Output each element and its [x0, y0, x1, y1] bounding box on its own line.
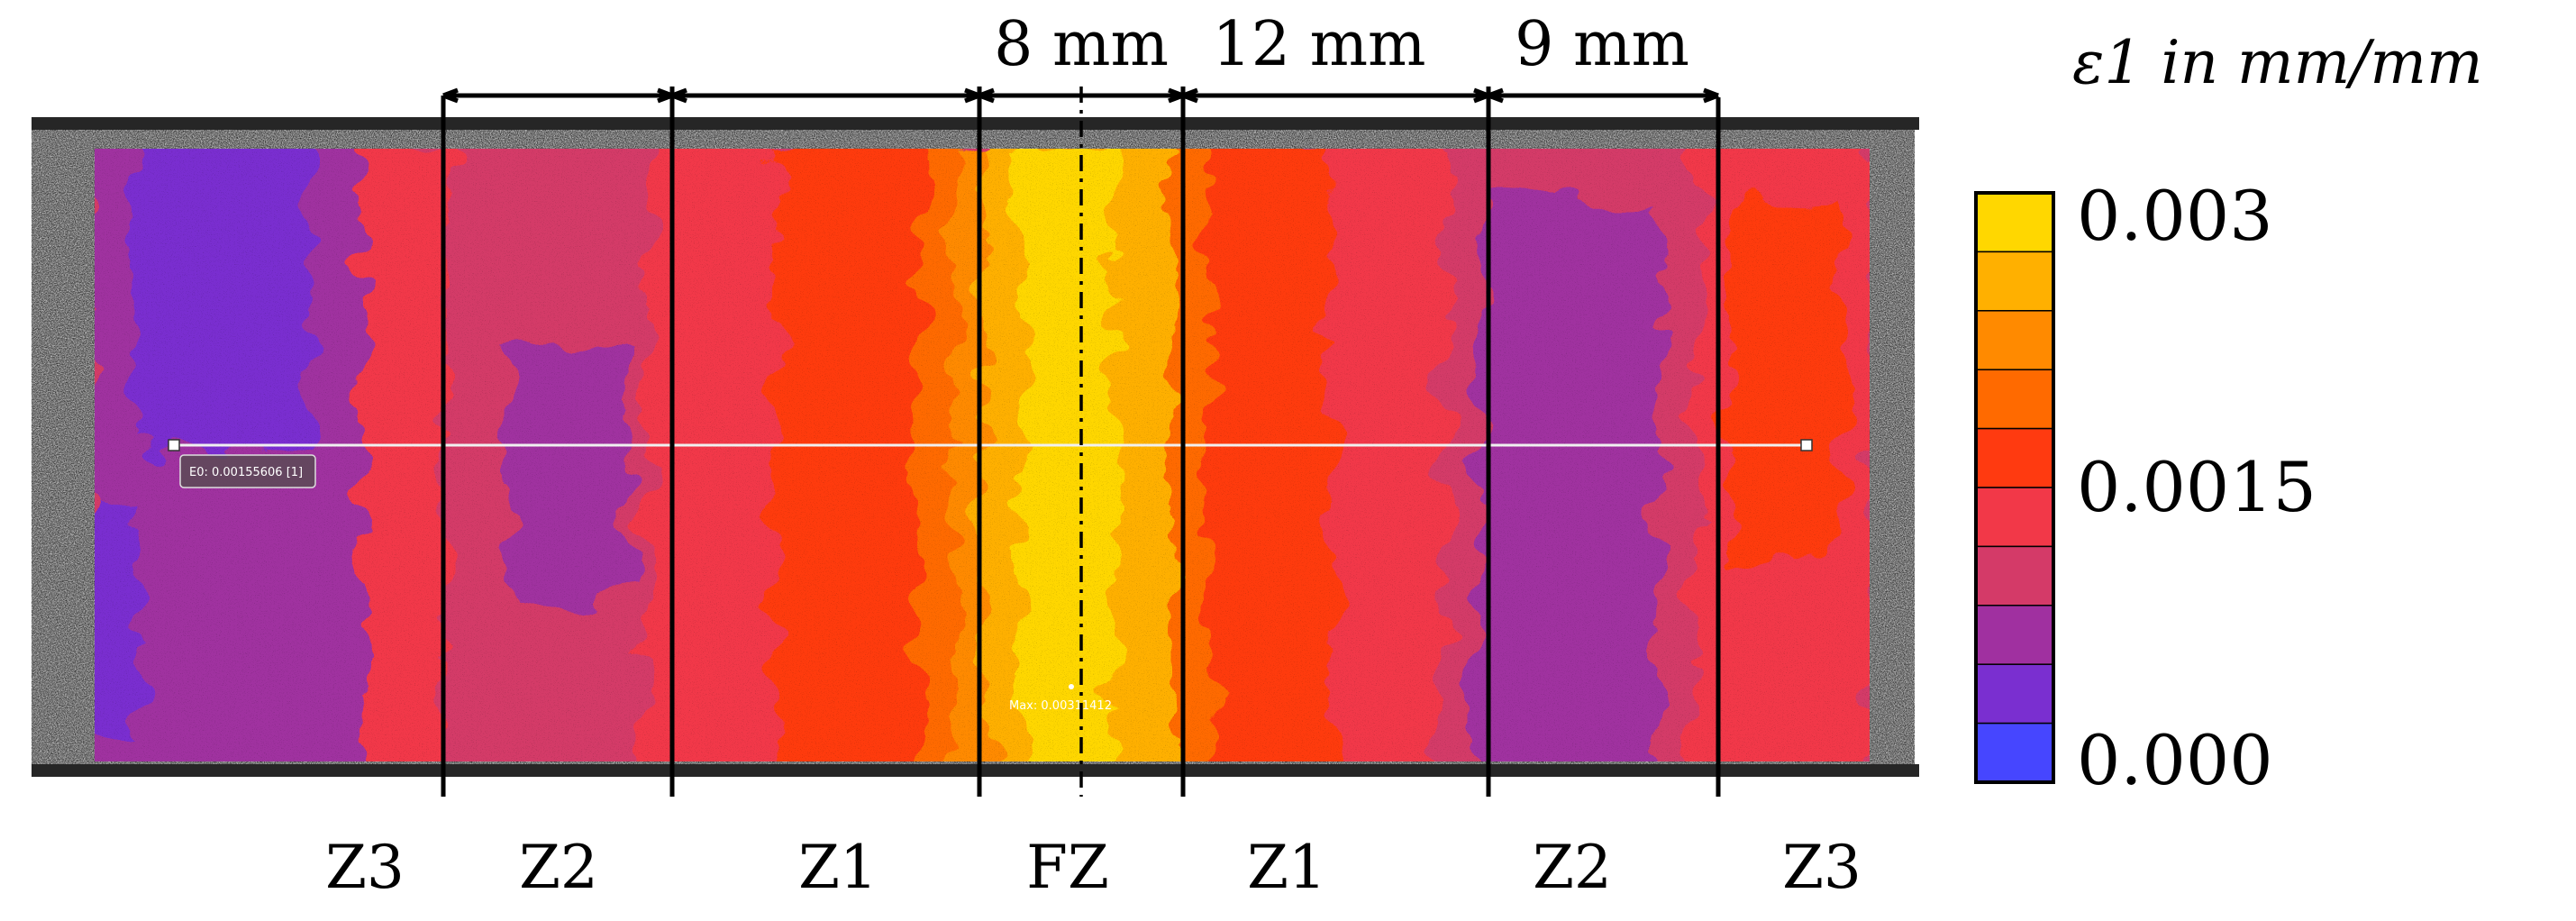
specimen-bottom-edge: [32, 764, 1919, 777]
colorbar-label-min: 0.000: [2077, 720, 2273, 800]
zone-label: Z3: [1782, 833, 1861, 902]
max-marker: [1069, 684, 1074, 689]
probe-value-box: [179, 454, 316, 488]
colorbar-swatch: [1975, 251, 2054, 312]
colorbar-swatch: [1975, 192, 2054, 253]
arrow-head: [442, 87, 459, 104]
probe-start-marker: [168, 439, 180, 451]
probe-value-label: E0: 0.00155606 [1]: [189, 466, 303, 479]
dimension-label-z1: 12 mm: [1212, 9, 1425, 80]
colorbar-title: ε1 in mm/mm: [2072, 28, 2483, 97]
dimension-bars: [441, 87, 1719, 110]
arrow-head: [1703, 87, 1719, 104]
probe-end-marker: [1800, 439, 1813, 451]
colorbar-frame: [1974, 191, 2055, 784]
strain-contour-overlay: [95, 149, 1870, 761]
zone-label: Z1: [798, 833, 878, 902]
zone-label: Z3: [325, 833, 405, 902]
dimension-label-fz: 8 mm: [994, 9, 1169, 80]
zone-label: Z2: [1533, 833, 1612, 902]
zone-labels: Z3 Z2 Z1 FZ Z1 Z2 Z3: [325, 833, 1861, 902]
zone-label: Z1: [1247, 833, 1326, 902]
specimen-top-edge: [32, 117, 1919, 130]
zone-label: Z2: [519, 833, 598, 902]
colorbar-label-mid: 0.0015: [2077, 447, 2317, 527]
colorbar: [1974, 191, 2055, 784]
colorbar-swatch: [1975, 722, 2054, 783]
colorbar-swatch: [1975, 605, 2054, 665]
arrow-head: [657, 87, 687, 104]
max-value-label: Max: 0.00311412: [1009, 699, 1112, 713]
colorbar-swatch: [1975, 427, 2054, 488]
arrow-head: [1473, 87, 1504, 104]
zone-label: FZ: [1026, 833, 1109, 902]
arrow-head: [964, 87, 995, 104]
dimension-label-z2: 9 mm: [1515, 9, 1689, 80]
colorbar-label-max: 0.003: [2077, 176, 2273, 256]
colorbar-swatch: [1975, 663, 2054, 725]
colorbar-swatch: [1975, 545, 2054, 606]
probe-line: E0: 0.00155606 [1]: [168, 439, 1813, 488]
arrow-head: [1168, 87, 1198, 104]
colorbar-swatch: [1975, 487, 2054, 548]
colorbar-swatch: [1975, 310, 2054, 370]
colorbar-swatch: [1975, 369, 2054, 430]
zone-boundaries: [441, 87, 1721, 797]
max-annotation: Max: 0.00311412: [1009, 684, 1112, 713]
